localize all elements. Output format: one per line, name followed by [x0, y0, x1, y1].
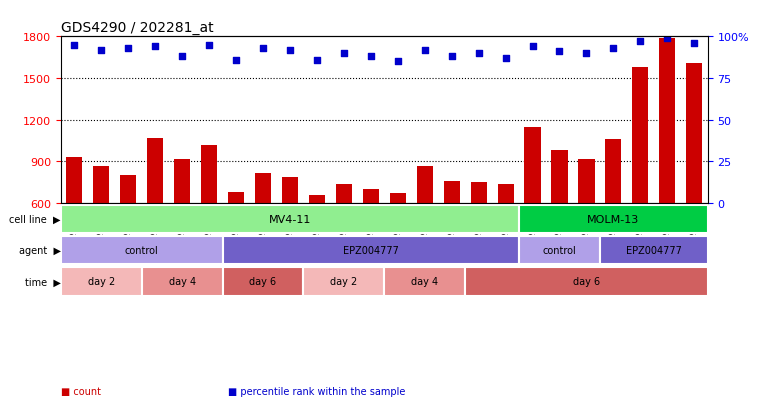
Bar [384, 268, 465, 296]
Bar [600, 237, 708, 265]
Point [607, 45, 619, 52]
Bar [304, 268, 384, 296]
Point [365, 54, 377, 60]
Point [661, 36, 673, 42]
Bar [390, 194, 406, 204]
Point [473, 50, 485, 57]
Point [123, 45, 135, 52]
Bar [222, 237, 519, 265]
Text: day 4: day 4 [411, 277, 438, 287]
Text: day 2: day 2 [330, 277, 358, 287]
Point [581, 50, 593, 57]
Point [284, 47, 296, 54]
Point [553, 49, 565, 55]
Text: ■ percentile rank within the sample: ■ percentile rank within the sample [228, 387, 406, 396]
Bar [524, 127, 540, 204]
Bar [93, 166, 110, 204]
Text: day 6: day 6 [573, 277, 600, 287]
Text: control: control [543, 246, 576, 256]
Bar [228, 192, 244, 204]
Bar [147, 138, 164, 204]
Point [419, 47, 431, 54]
Bar [444, 181, 460, 204]
Bar [686, 64, 702, 204]
Bar [201, 145, 217, 204]
Point [499, 55, 511, 62]
Text: cell line  ▶: cell line ▶ [9, 214, 61, 224]
Point [634, 39, 646, 45]
Point [68, 42, 81, 49]
Text: EPZ004777: EPZ004777 [626, 246, 682, 256]
Point [95, 47, 107, 54]
Bar [417, 166, 433, 204]
Point [149, 44, 161, 50]
Bar [142, 268, 223, 296]
Point [392, 59, 404, 65]
Point [310, 57, 323, 64]
Point [446, 54, 458, 60]
Point [688, 40, 700, 47]
Bar [282, 177, 298, 204]
Text: time  ▶: time ▶ [25, 277, 61, 287]
Text: GDS4290 / 202281_at: GDS4290 / 202281_at [61, 21, 214, 35]
Bar [470, 183, 487, 204]
Bar [174, 159, 190, 204]
Text: agent  ▶: agent ▶ [19, 246, 61, 256]
Text: ■ count: ■ count [61, 387, 101, 396]
Point [338, 50, 350, 57]
Text: MOLM-13: MOLM-13 [587, 214, 639, 224]
Point [203, 42, 215, 49]
Bar [61, 237, 222, 265]
Bar [578, 159, 594, 204]
Bar [336, 184, 352, 204]
Bar [61, 268, 142, 296]
Text: MV4-11: MV4-11 [269, 214, 311, 224]
Bar [552, 151, 568, 204]
Bar [659, 38, 676, 204]
Bar [632, 68, 648, 204]
Bar [120, 176, 136, 204]
Text: day 6: day 6 [250, 277, 276, 287]
Bar [255, 173, 271, 204]
Bar [222, 268, 304, 296]
Point [176, 54, 188, 60]
Bar [363, 190, 379, 204]
Point [257, 45, 269, 52]
Bar [519, 205, 708, 233]
Text: EPZ004777: EPZ004777 [343, 246, 399, 256]
Bar [519, 237, 600, 265]
Bar [465, 268, 708, 296]
Bar [66, 158, 82, 204]
Bar [605, 140, 622, 204]
Bar [309, 195, 325, 204]
Point [527, 44, 539, 50]
Bar [498, 184, 514, 204]
Text: day 2: day 2 [88, 277, 115, 287]
Text: control: control [125, 246, 158, 256]
Text: day 4: day 4 [169, 277, 196, 287]
Bar [61, 205, 519, 233]
Point [230, 57, 242, 64]
